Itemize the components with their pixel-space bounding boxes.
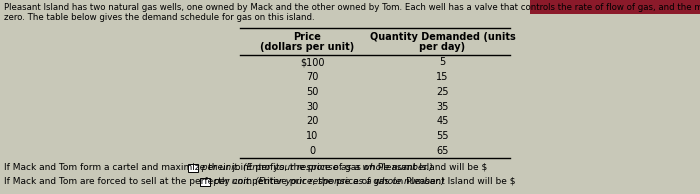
Text: (dollars per unit): (dollars per unit)	[260, 42, 355, 52]
Text: 70: 70	[307, 72, 319, 82]
Text: Quantity Demanded (units: Quantity Demanded (units	[370, 32, 515, 42]
Text: 5: 5	[440, 57, 446, 67]
Text: 25: 25	[436, 87, 449, 97]
Text: per unit. (Enter your response as a whole number.): per unit. (Enter your response as a whol…	[211, 178, 445, 186]
Text: per unit. (Enter your response as a whole number.): per unit. (Enter your response as a whol…	[199, 164, 433, 172]
Text: 10: 10	[307, 131, 319, 141]
Text: 35: 35	[436, 101, 449, 112]
Text: $100: $100	[300, 57, 325, 67]
Text: If Mack and Tom form a cartel and maximize their joint profits, the price of gas: If Mack and Tom form a cartel and maximi…	[4, 164, 487, 172]
Text: per day): per day)	[419, 42, 466, 52]
Text: 30: 30	[307, 101, 319, 112]
Text: Price: Price	[293, 32, 321, 42]
Bar	[188, 164, 199, 172]
Text: 45: 45	[436, 116, 449, 126]
Bar	[200, 178, 210, 186]
Text: 65: 65	[436, 146, 449, 156]
Text: 0: 0	[309, 146, 316, 156]
Text: zero. The table below gives the demand schedule for gas on this island.: zero. The table below gives the demand s…	[4, 14, 314, 23]
Text: If Mack and Tom are forced to sell at the perfectly competitive price, the price: If Mack and Tom are forced to sell at th…	[4, 178, 515, 186]
Text: 50: 50	[307, 87, 319, 97]
Text: 55: 55	[436, 131, 449, 141]
Text: Pleasant Island has two natural gas wells, one owned by Mack and the other owned: Pleasant Island has two natural gas well…	[4, 3, 700, 12]
Text: 20: 20	[307, 116, 319, 126]
Text: 15: 15	[436, 72, 449, 82]
Bar	[530, 0, 700, 14]
